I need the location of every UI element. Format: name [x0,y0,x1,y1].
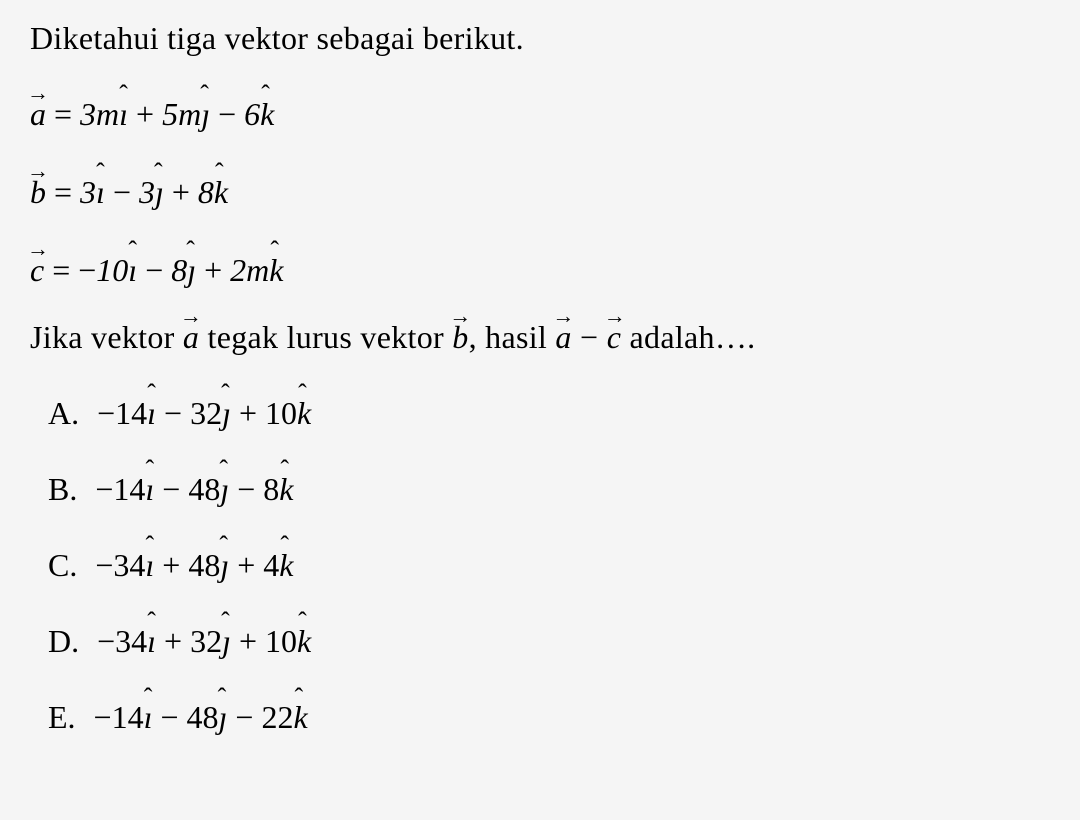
unit-i-hat: ı [96,174,105,211]
unit-j-hat: ȷ [220,547,229,584]
unit-i-hat: ı [145,547,154,584]
unit-i-hat: ı [145,471,154,508]
unit-k-hat: k [297,395,311,432]
unit-j-hat: ȷ [155,174,164,211]
option-b-label: B. [48,471,77,508]
unit-j-hat: ȷ [219,699,228,736]
unit-k-hat: k [269,252,283,289]
expr-vec1: a [555,319,571,356]
vector-c-equation: c = −10ı − 8ȷ + 2mk [30,241,1050,289]
unit-i-hat: ı [128,252,137,289]
vector-c-coeff-j: 8 [171,252,187,289]
unit-k-hat: k [279,471,293,508]
vector-c-symbol: c [30,252,44,289]
unit-k-hat: k [297,623,311,660]
vector-c-coeff-k: 2m [230,252,269,289]
vector-b-ref: b [452,319,468,356]
option-a[interactable]: A. −14ı − 32ȷ + 10k [30,384,1050,432]
vector-b-equation: b = 3ı − 3ȷ + 8k [30,163,1050,211]
vector-b-coeff-k: 8 [198,174,214,211]
unit-k-hat: k [260,96,274,133]
unit-j-hat: ȷ [222,395,231,432]
expr-vec2: c [607,319,622,356]
option-e-label: E. [48,699,76,736]
option-c-label: C. [48,547,77,584]
vector-a-ref: a [183,319,199,356]
unit-k-hat: k [279,547,293,584]
unit-i-hat: ı [119,96,128,133]
vector-b-symbol: b [30,174,46,211]
intro-text: Diketahui tiga vektor sebagai berikut. [30,20,1050,57]
unit-j-hat: ȷ [187,252,196,289]
vector-b-coeff-j: 3 [139,174,155,211]
unit-i-hat: ı [147,623,156,660]
option-c[interactable]: C. −34ı + 48ȷ + 4k [30,536,1050,584]
option-b[interactable]: B. −14ı − 48ȷ − 8k [30,460,1050,508]
unit-k-hat: k [293,699,307,736]
op-minus: − [145,252,163,289]
vector-a-coeff-i: 3m [80,96,119,133]
sign-minus: − [78,252,96,289]
problem-container: Diketahui tiga vektor sebagai berikut. a… [30,20,1050,736]
vector-a-equation: a = 3mı + 5mȷ − 6k [30,85,1050,133]
vector-a-coeff-j: 5m [162,96,201,133]
unit-i-hat: ı [144,699,153,736]
option-d[interactable]: D. −34ı + 32ȷ + 10k [30,612,1050,660]
expr-op: − [580,319,598,355]
option-d-label: D. [48,623,79,660]
vector-b-coeff-i: 3 [80,174,96,211]
unit-k-hat: k [214,174,228,211]
option-e[interactable]: E. −14ı − 48ȷ − 22k [30,688,1050,736]
question-part2: tegak lurus vektor [199,319,452,355]
question-part3: , hasil [469,319,556,355]
question-text: Jika vektor a tegak lurus vektor b, hasi… [30,319,1050,356]
op-plus: + [136,96,154,133]
option-a-label: A. [48,395,79,432]
unit-j-hat: ȷ [220,471,229,508]
vector-a-symbol: a [30,96,46,133]
op-plus: + [204,252,222,289]
unit-j-hat: ȷ [222,623,231,660]
unit-j-hat: ȷ [201,96,210,133]
question-part1: Jika vektor [30,319,183,355]
vector-c-coeff-i: 10 [96,252,128,289]
unit-i-hat: ı [147,395,156,432]
op-minus: − [113,174,131,211]
op-plus: + [172,174,190,211]
op-minus: − [218,96,236,133]
question-part4: adalah…. [621,319,755,355]
vector-a-coeff-k: 6 [244,96,260,133]
